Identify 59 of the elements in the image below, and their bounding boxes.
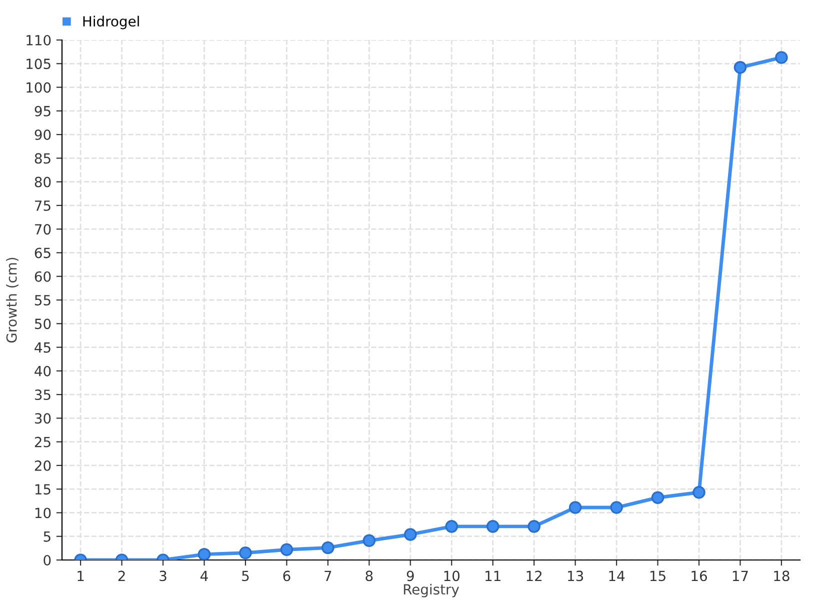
point (322, 541, 334, 554)
y-tick-label: 95 (34, 106, 50, 116)
x-tick-label: 17 (732, 570, 748, 581)
x-axis-title: Registry (404, 584, 460, 598)
point (280, 543, 294, 556)
x-tick-label: 9 (406, 570, 414, 582)
x-tick-label: 16 (692, 570, 707, 582)
x-tick-label: 1 (78, 570, 84, 581)
y-tick-label: 40 (34, 366, 51, 376)
point (528, 520, 540, 533)
point (404, 528, 417, 541)
x-tick-label: 14 (609, 570, 625, 581)
y-tick-label: 75 (35, 200, 50, 211)
y-tick-label: 30 (34, 413, 51, 424)
x-tick-label: 8 (366, 570, 373, 582)
point (198, 548, 211, 560)
y-tick-label: 65 (34, 248, 50, 258)
point (239, 546, 252, 560)
y-tick-label: 35 (34, 390, 50, 400)
y-tick-label: 90 (34, 130, 51, 140)
x-tick-label: 11 (486, 570, 500, 581)
x-tick-label: 12 (526, 570, 542, 581)
y-axis-title: Growth (cm) (6, 258, 18, 343)
x-tick-label: 4 (200, 570, 208, 581)
point (486, 520, 500, 533)
point (651, 491, 664, 504)
y-tick-label: 0 (44, 554, 51, 566)
point (775, 51, 788, 64)
y-tick-label: 10 (35, 508, 51, 518)
y-tick-label: 105 (26, 58, 50, 70)
point (734, 61, 747, 74)
y-tick-label: 80 (34, 176, 51, 188)
y-tick-label: 85 (34, 153, 50, 164)
x-tick-label: 3 (160, 570, 166, 582)
y-tick-label: 110 (26, 34, 51, 46)
y-tick-label: 25 (34, 436, 50, 448)
y-tick-label: 60 (34, 271, 51, 282)
point (568, 501, 582, 514)
y-tick-label: 45 (34, 342, 50, 353)
point (445, 520, 458, 533)
x-tick-label: 13 (568, 570, 584, 582)
y-tick-label: 100 (26, 82, 51, 93)
y-tick-label: 15 (35, 484, 50, 495)
legend-label: Hidrogel (83, 16, 139, 30)
point (610, 501, 623, 514)
x-tick-label: 18 (774, 570, 790, 582)
x-tick-label: 10 (444, 570, 460, 582)
y-tick-label: 20 (34, 460, 51, 471)
x-tick-label: 7 (324, 570, 332, 581)
x-tick-label: 5 (242, 570, 249, 582)
point (362, 534, 376, 548)
x-tick-label: 6 (283, 570, 290, 582)
y-tick-label: 50 (34, 318, 51, 330)
y-tick-label: 55 (34, 295, 50, 306)
y-tick-label: 70 (35, 224, 51, 235)
point (692, 486, 706, 499)
y-tick-label: 5 (44, 532, 50, 542)
x-tick-label: 15 (650, 570, 666, 582)
x-tick-label: 2 (118, 570, 125, 581)
